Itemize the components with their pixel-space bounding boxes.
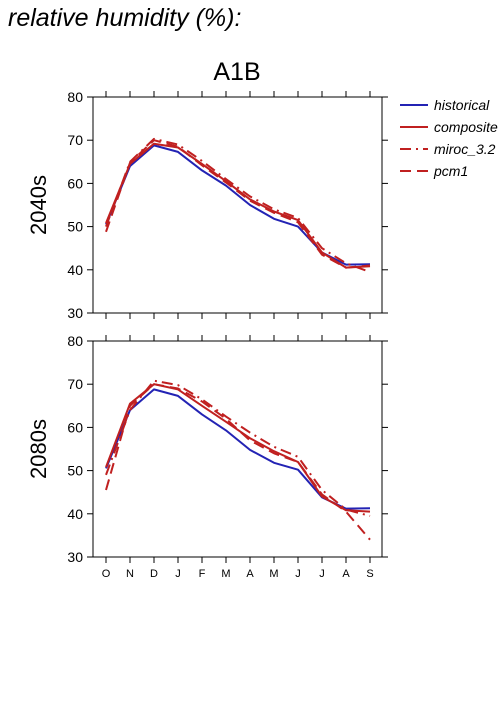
x-tick-label: N [126, 568, 134, 580]
x-tick-label: M [269, 568, 278, 580]
series-line-pcm1 [105, 383, 371, 541]
x-tick-label: J [295, 568, 301, 580]
series-line-historical [105, 144, 371, 266]
y-tick-label: 50 [67, 463, 83, 479]
page-title: relative humidity (%): [8, 4, 242, 32]
series-line-miroc [105, 137, 371, 273]
y-tick-label: 70 [67, 376, 83, 392]
y-tick-label: 30 [67, 305, 83, 321]
x-tick-label: D [150, 568, 158, 580]
y-tick-label: 80 [67, 89, 83, 105]
x-tick-label: J [319, 568, 325, 580]
panel-label: 2080s [26, 419, 51, 479]
panels: 30 40 50 60 70 80 2040s 30 40 50 60 70 80 O N D J F M A M J J A… [26, 89, 388, 580]
y-tick-label: 60 [67, 175, 83, 191]
y-tick-label: 80 [67, 333, 83, 349]
panel-2080s: 30 40 50 60 70 80 O N D J F M A M J J A S 2080s [26, 333, 388, 580]
y-tick-label: 40 [67, 506, 83, 522]
x-tick-label: J [175, 568, 181, 580]
legend-label-pcm1: pcm1 [433, 163, 468, 179]
series-line-historical [105, 388, 371, 510]
y-tick-label: 60 [67, 419, 83, 435]
legend-label-composite: composite [434, 119, 498, 135]
x-tick-label: F [199, 568, 206, 580]
series-line-composite [105, 142, 371, 269]
series-line-pcm1 [105, 139, 371, 269]
panel-2040s: 30 40 50 60 70 80 2040s [26, 89, 388, 321]
x-tick-label: M [221, 568, 230, 580]
chart-title: A1B [213, 58, 260, 86]
legend: historical composite miroc_3.2 pcm1 [400, 97, 498, 179]
legend-label-historical: historical [434, 97, 490, 113]
y-tick-label: 70 [67, 132, 83, 148]
x-tick-label: A [246, 568, 254, 580]
x-tick-label: O [102, 568, 111, 580]
plot-frame [92, 96, 383, 314]
series-line-miroc [105, 379, 371, 517]
legend-label-miroc: miroc_3.2 [434, 141, 496, 157]
x-tick-label: A [342, 568, 350, 580]
series-line-composite [105, 383, 371, 513]
plot-frame [92, 340, 383, 558]
y-tick-label: 40 [67, 262, 83, 278]
y-tick-label: 30 [67, 549, 83, 565]
x-tick-label: S [366, 568, 373, 580]
y-tick-label: 50 [67, 219, 83, 235]
panel-label: 2040s [26, 175, 51, 235]
